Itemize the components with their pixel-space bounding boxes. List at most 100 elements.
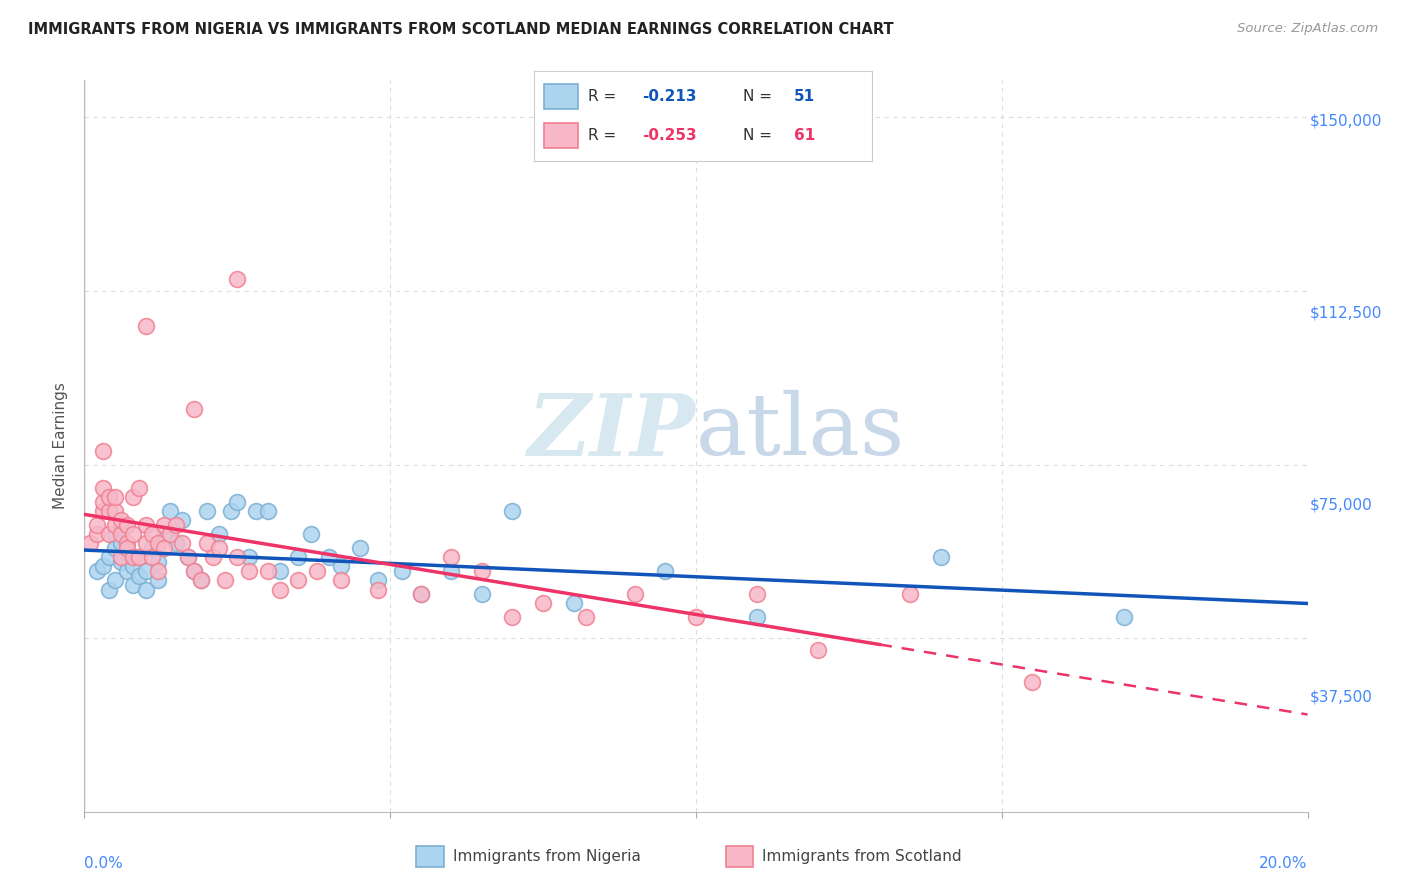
Text: R =: R = (588, 128, 621, 143)
Point (165, 536, 187, 550)
Point (135, 536, 157, 550)
Point (122, 550, 145, 565)
Point (257, 564, 280, 578)
Point (97, 582, 120, 597)
Point (238, 550, 260, 565)
Point (104, 527, 127, 541)
Point (135, 517, 157, 532)
Text: $37,500: $37,500 (1310, 690, 1372, 704)
Point (141, 527, 163, 541)
Point (391, 564, 413, 578)
Point (128, 568, 150, 582)
Point (287, 550, 309, 565)
Point (97, 550, 120, 565)
Point (86, 517, 108, 532)
Point (104, 517, 127, 532)
Point (128, 481, 150, 495)
Text: -0.213: -0.213 (643, 89, 697, 103)
Point (245, 504, 267, 518)
Point (318, 550, 340, 565)
Point (238, 564, 260, 578)
Text: 20.0%: 20.0% (1260, 855, 1308, 871)
Point (97, 504, 120, 518)
Point (183, 564, 205, 578)
Point (226, 550, 249, 565)
Point (165, 517, 187, 532)
Point (104, 574, 127, 588)
Point (97, 490, 120, 504)
Point (502, 610, 524, 624)
Point (1021, 675, 1043, 690)
Point (104, 504, 127, 518)
Point (195, 536, 218, 550)
Text: IMMIGRANTS FROM NIGERIA VS IMMIGRANTS FROM SCOTLAND MEDIAN EARNINGS CORRELATION : IMMIGRANTS FROM NIGERIA VS IMMIGRANTS FR… (28, 22, 894, 37)
Point (172, 513, 194, 527)
Text: ZIP: ZIP (529, 390, 696, 473)
Point (367, 582, 389, 597)
Bar (544, 84, 578, 109)
Point (86, 564, 108, 578)
Point (122, 490, 145, 504)
Point (747, 587, 769, 601)
Point (115, 564, 138, 578)
Text: 0.0%: 0.0% (84, 855, 124, 871)
Point (929, 550, 952, 565)
Text: Source: ZipAtlas.com: Source: ZipAtlas.com (1237, 22, 1378, 36)
Bar (725, 846, 754, 867)
Point (122, 527, 145, 541)
Point (624, 587, 647, 601)
Point (146, 555, 169, 569)
Point (299, 527, 322, 541)
Point (91, 504, 114, 518)
Point (86, 527, 108, 541)
Point (146, 564, 169, 578)
Point (575, 610, 598, 624)
Point (195, 504, 218, 518)
Point (115, 517, 138, 532)
Point (226, 494, 249, 508)
Point (153, 527, 176, 541)
Point (141, 550, 163, 565)
Point (685, 610, 707, 624)
Point (208, 527, 231, 541)
Point (349, 541, 371, 555)
Point (367, 574, 389, 588)
Point (104, 541, 127, 555)
Point (409, 587, 432, 601)
Point (159, 527, 181, 541)
Text: $150,000: $150,000 (1310, 113, 1382, 128)
Point (91, 481, 114, 495)
Point (183, 564, 205, 578)
Point (305, 564, 328, 578)
Text: N =: N = (744, 128, 778, 143)
Point (115, 536, 138, 550)
Point (287, 574, 309, 588)
Point (502, 504, 524, 518)
Point (146, 574, 169, 588)
Point (654, 564, 676, 578)
Point (269, 564, 291, 578)
Bar (416, 846, 444, 867)
Point (172, 536, 194, 550)
Point (183, 401, 205, 416)
Point (153, 541, 176, 555)
Point (440, 564, 463, 578)
Point (269, 582, 291, 597)
Point (128, 550, 150, 565)
Point (177, 550, 200, 565)
Text: $75,000: $75,000 (1310, 498, 1372, 512)
Point (115, 545, 138, 559)
Point (91, 443, 114, 458)
Bar (544, 123, 578, 148)
Point (115, 541, 138, 555)
Point (141, 541, 163, 555)
Point (330, 559, 353, 574)
Point (219, 504, 242, 518)
Text: Immigrants from Nigeria: Immigrants from Nigeria (453, 849, 641, 863)
Point (122, 578, 145, 592)
Text: Immigrants from Scotland: Immigrants from Scotland (762, 849, 962, 863)
Text: atlas: atlas (696, 390, 905, 473)
Point (471, 564, 494, 578)
Text: N =: N = (744, 89, 778, 103)
Point (330, 574, 353, 588)
